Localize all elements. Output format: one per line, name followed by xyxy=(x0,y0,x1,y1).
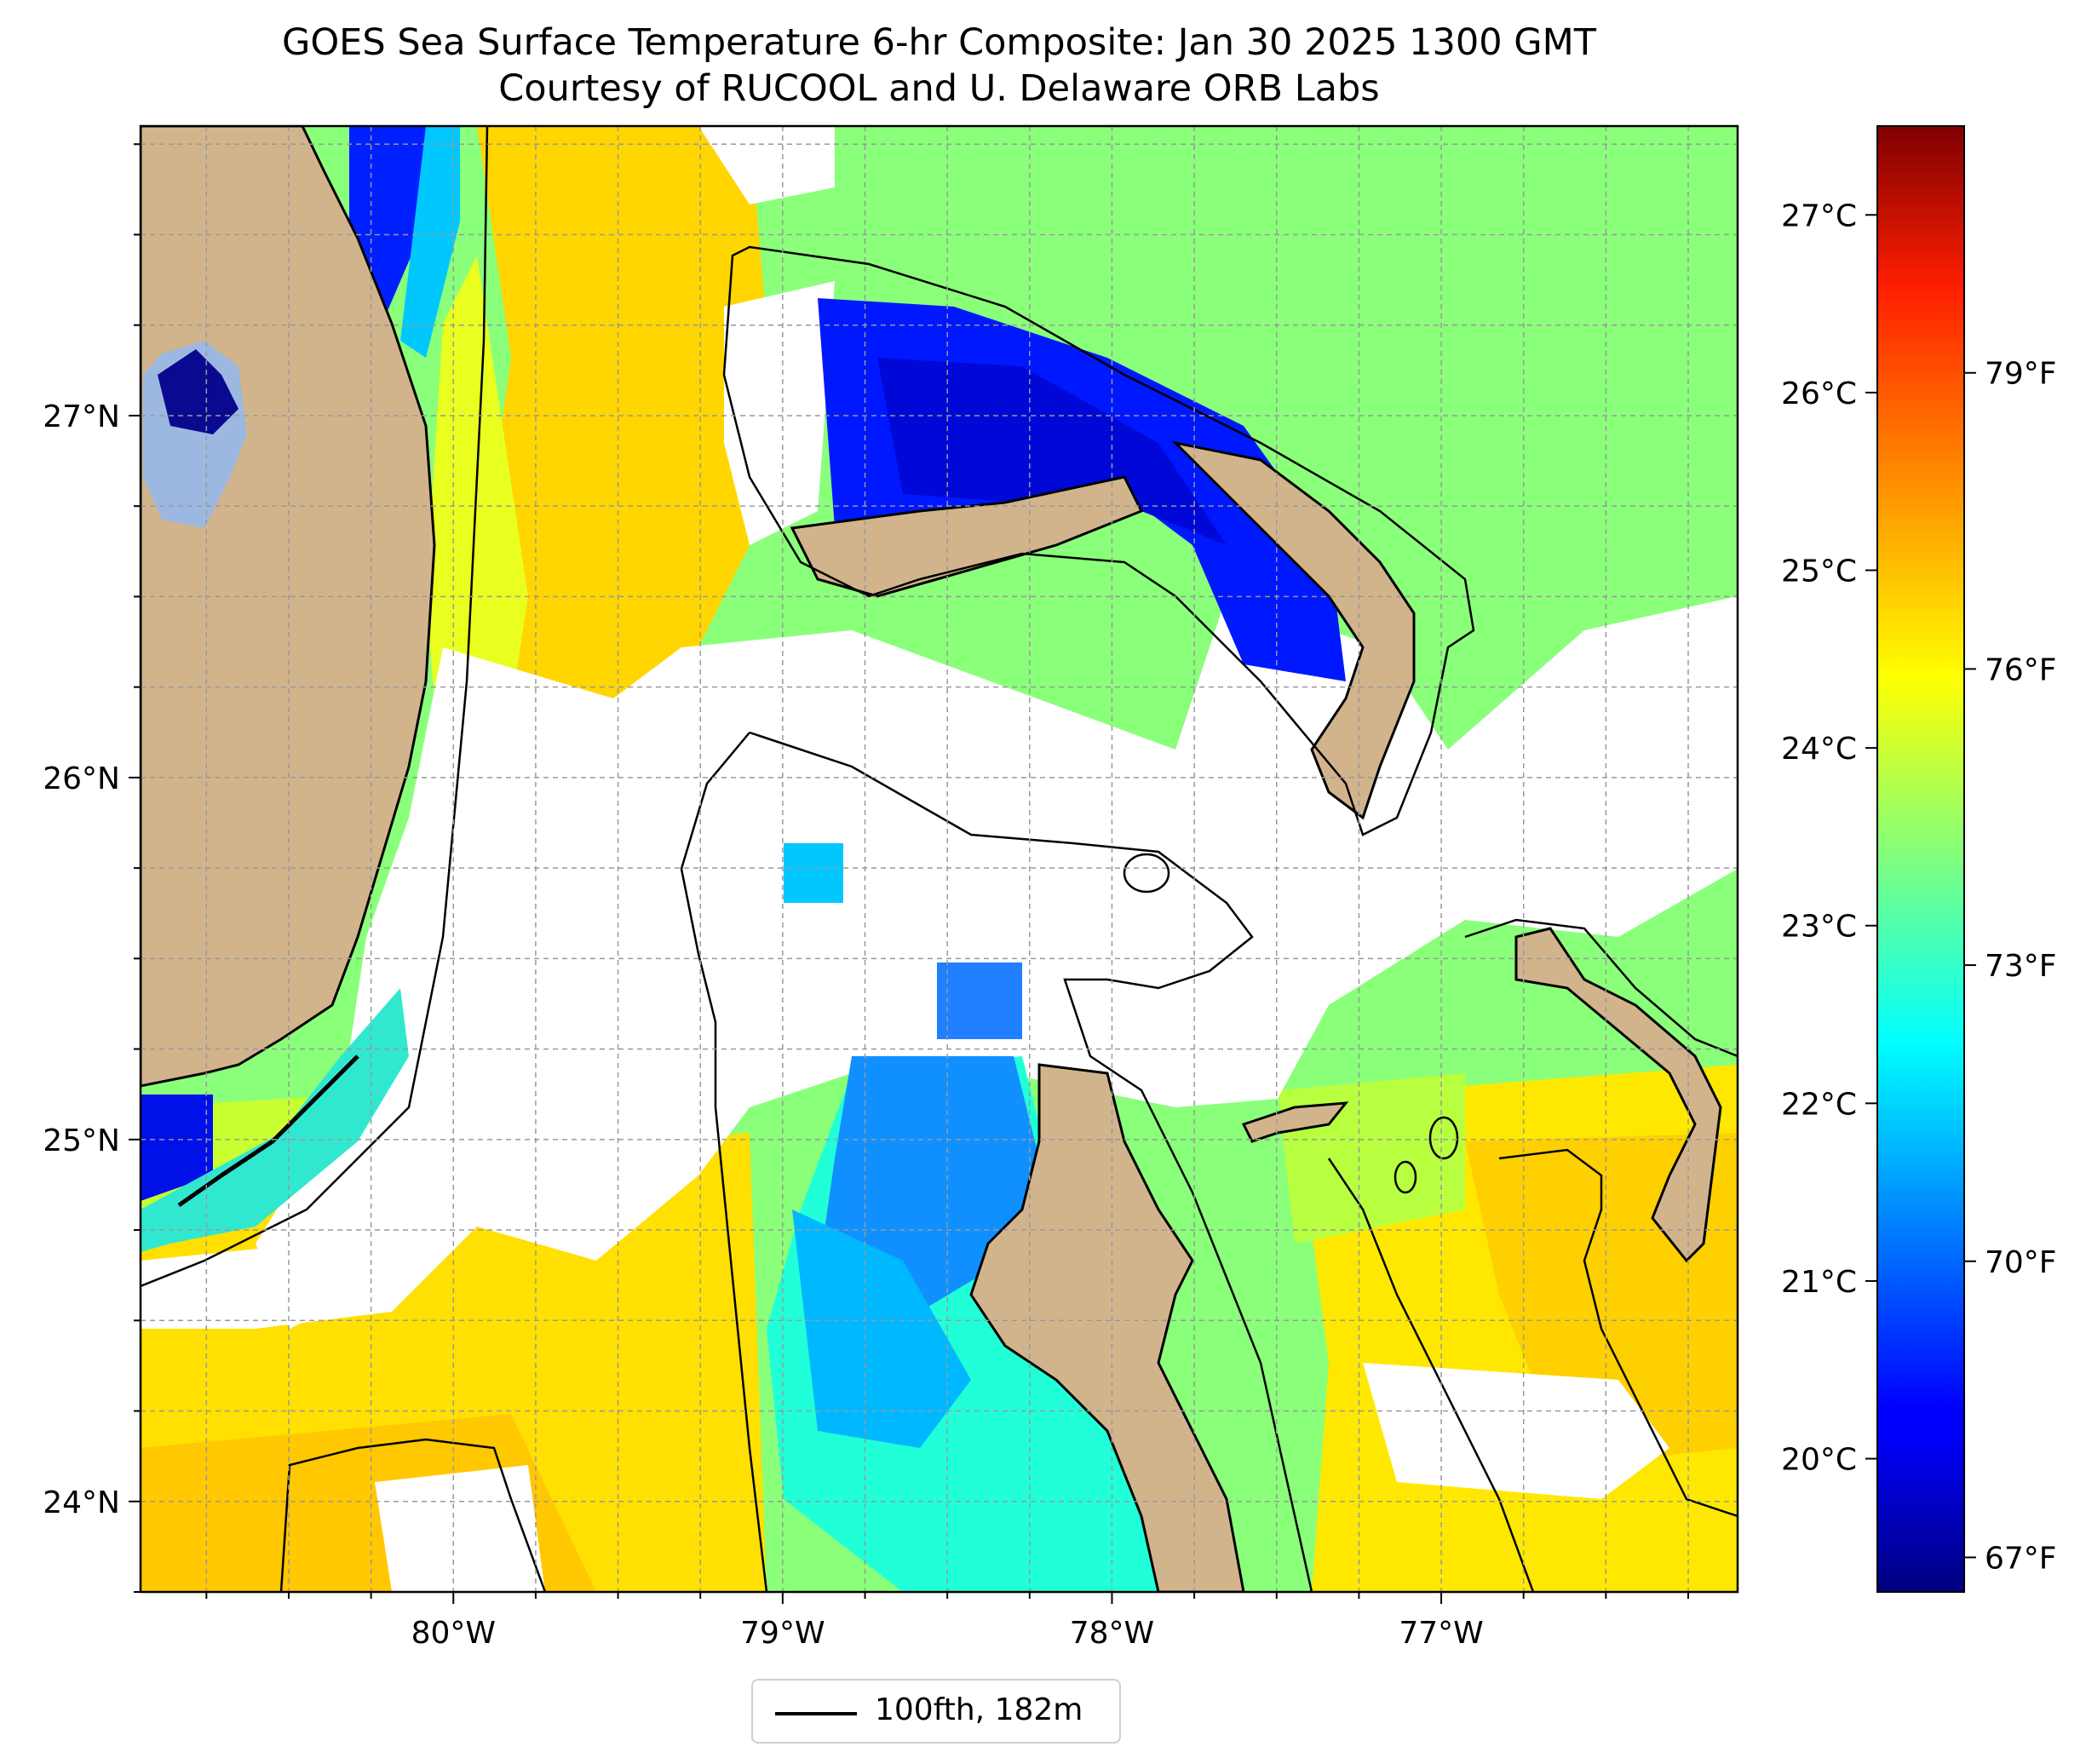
lon-tick-label: 80°W xyxy=(411,1616,496,1651)
map-subtitle: Courtesy of RUCOOL and U. Delaware ORB L… xyxy=(498,67,1380,110)
lon-tick-label: 77°W xyxy=(1399,1616,1483,1651)
lat-tick-label: 24°N xyxy=(43,1485,120,1520)
lat-tick-label: 25°N xyxy=(43,1123,120,1158)
sst-great-bahama-bank-mid xyxy=(792,1210,971,1448)
lon-tick-label: 78°W xyxy=(1070,1616,1154,1651)
land-andros xyxy=(969,1063,1245,1592)
lat-tick-label: 27°N xyxy=(43,399,120,434)
land-grand-bahama xyxy=(790,475,1144,598)
celsius-tick-label: 27°C xyxy=(1781,198,1857,233)
sst-florida-bay-cold xyxy=(141,1095,213,1201)
lat-tick-label: 26°N xyxy=(43,761,120,796)
celsius-tick-label: 24°C xyxy=(1781,732,1857,767)
fahrenheit-tick-label: 76°F xyxy=(1985,652,2057,687)
celsius-tick-label: 23°C xyxy=(1781,910,1857,945)
no-data-exuma xyxy=(1363,1363,1669,1499)
legend: 100fth, 182m xyxy=(751,1679,1121,1744)
celsius-tick-label: 26°C xyxy=(1781,376,1857,411)
land-florida-keys xyxy=(177,1054,359,1208)
sst-patch-cyan xyxy=(784,843,843,903)
celsius-tick-label: 22°C xyxy=(1781,1087,1857,1122)
fahrenheit-tick-label: 73°F xyxy=(1985,949,2057,984)
celsius-tick-label: 25°C xyxy=(1781,554,1857,589)
fahrenheit-tick-label: 67°F xyxy=(1985,1541,2057,1576)
colorbar xyxy=(1876,125,1965,1593)
no-data-north xyxy=(698,126,835,204)
celsius-tick-label: 20°C xyxy=(1781,1443,1857,1478)
no-data-keys xyxy=(141,1227,477,1329)
fahrenheit-tick-label: 70°F xyxy=(1985,1245,2057,1280)
sst-cool-coastal-north xyxy=(400,126,460,358)
celsius-tick-label: 21°C xyxy=(1781,1265,1857,1300)
legend-line-swatch xyxy=(775,1712,857,1715)
axis-labels: 80°W 79°W 78°W 77°W 24°N 25°N 26°N 27°N xyxy=(43,399,1484,1651)
land-abaco xyxy=(1171,440,1416,820)
colorbar-ticks xyxy=(1865,214,1976,1559)
sst-patch-blue xyxy=(937,962,1022,1039)
land-new-providence xyxy=(1241,1101,1349,1143)
no-data-south xyxy=(375,1465,545,1592)
colorbar-labels: 20°C 21°C 22°C 23°C 24°C 25°C 26°C 27°C 67°F 70°F… xyxy=(1781,198,2056,1576)
lon-tick-label: 79°W xyxy=(740,1616,825,1651)
fahrenheit-tick-label: 79°F xyxy=(1985,357,2057,392)
gridlines xyxy=(141,126,1738,1592)
sst-little-bahama-bank-coldest xyxy=(877,358,1227,545)
map-frame xyxy=(139,124,1739,1594)
land-eleuthera xyxy=(1514,927,1722,1263)
lake-cold-patch xyxy=(158,349,238,434)
contour-100fth xyxy=(141,126,1738,1592)
map-area[interactable] xyxy=(141,126,1738,1592)
map-title: GOES Sea Surface Temperature 6-hr Compos… xyxy=(282,21,1596,64)
legend-label: 100fth, 182m xyxy=(875,1692,1083,1727)
axis-ticks xyxy=(129,143,1690,1604)
